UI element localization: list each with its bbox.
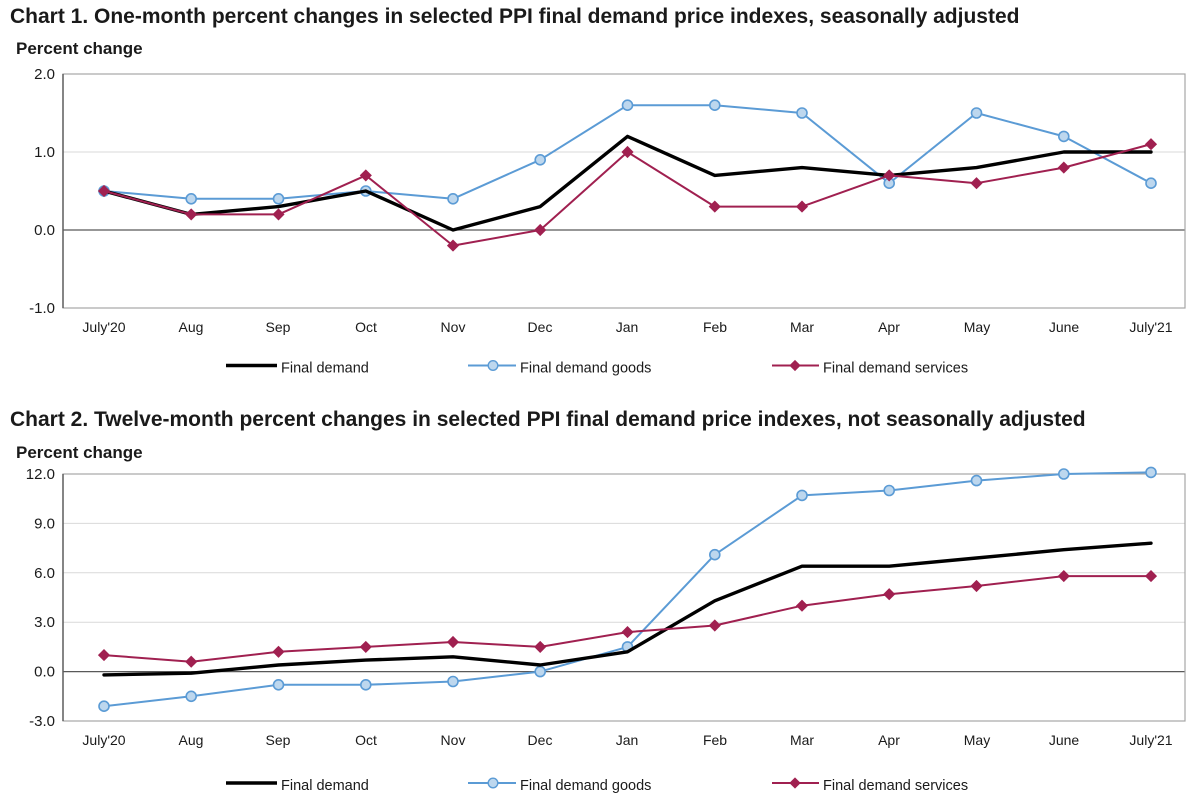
- svg-text:9.0: 9.0: [34, 515, 55, 532]
- svg-text:Sep: Sep: [266, 732, 291, 748]
- svg-text:Final demand goods: Final demand goods: [520, 778, 651, 794]
- svg-text:Oct: Oct: [355, 319, 377, 335]
- svg-text:July'21: July'21: [1129, 732, 1172, 748]
- svg-text:6.0: 6.0: [34, 565, 55, 582]
- svg-text:Feb: Feb: [703, 732, 727, 748]
- svg-text:Final demand services: Final demand services: [823, 778, 968, 794]
- svg-text:-3.0: -3.0: [29, 713, 55, 730]
- svg-text:Chart 2. Twelve-month percent: Chart 2. Twelve-month percent changes in…: [10, 408, 1086, 431]
- svg-text:3.0: 3.0: [34, 614, 55, 631]
- svg-text:May: May: [964, 319, 990, 335]
- svg-text:12.0: 12.0: [26, 466, 55, 483]
- svg-text:Final demand: Final demand: [281, 361, 369, 377]
- svg-text:Final demand: Final demand: [281, 778, 369, 794]
- svg-text:Oct: Oct: [355, 732, 377, 748]
- svg-text:Dec: Dec: [528, 732, 553, 748]
- svg-text:Mar: Mar: [790, 732, 814, 748]
- svg-text:July'20: July'20: [82, 732, 125, 748]
- svg-text:Jan: Jan: [616, 732, 639, 748]
- svg-text:Final demand services: Final demand services: [823, 361, 968, 377]
- svg-text:-1.0: -1.0: [29, 300, 55, 317]
- svg-text:Percent change: Percent change: [16, 443, 143, 462]
- svg-text:Final demand goods: Final demand goods: [520, 361, 651, 377]
- svg-text:0.0: 0.0: [34, 664, 55, 681]
- svg-text:Nov: Nov: [441, 732, 466, 748]
- svg-text:July'20: July'20: [82, 319, 125, 335]
- svg-text:Chart 1. One-month percent cha: Chart 1. One-month percent changes in se…: [10, 5, 1019, 28]
- svg-text:1.0: 1.0: [34, 144, 55, 161]
- svg-text:Mar: Mar: [790, 319, 814, 335]
- svg-text:Dec: Dec: [528, 319, 553, 335]
- svg-text:June: June: [1049, 732, 1080, 748]
- svg-text:Jan: Jan: [616, 319, 639, 335]
- svg-text:Nov: Nov: [441, 319, 466, 335]
- svg-text:May: May: [964, 732, 990, 748]
- svg-text:Feb: Feb: [703, 319, 727, 335]
- svg-text:Apr: Apr: [878, 732, 900, 748]
- svg-text:June: June: [1049, 319, 1080, 335]
- svg-text:Aug: Aug: [179, 732, 204, 748]
- svg-text:Apr: Apr: [878, 319, 900, 335]
- svg-text:Aug: Aug: [179, 319, 204, 335]
- svg-text:0.0: 0.0: [34, 222, 55, 239]
- svg-text:2.0: 2.0: [34, 66, 55, 83]
- svg-text:Sep: Sep: [266, 319, 291, 335]
- svg-text:July'21: July'21: [1129, 319, 1172, 335]
- svg-text:Percent change: Percent change: [16, 39, 143, 58]
